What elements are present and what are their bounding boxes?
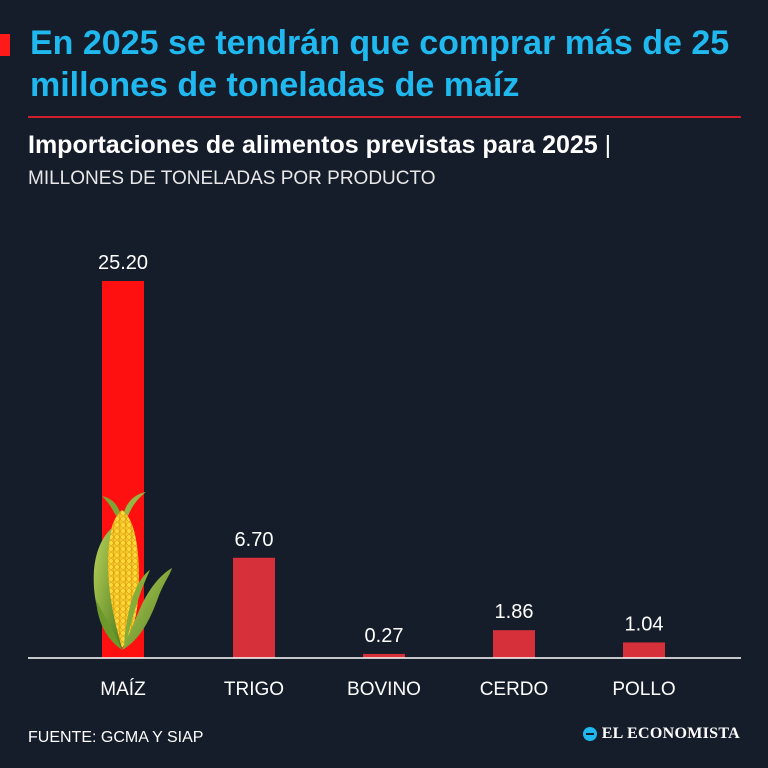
- headline-divider: [28, 116, 741, 118]
- bar-3: [493, 630, 535, 658]
- value-label-0: 25.20: [98, 252, 148, 274]
- chart-subtitle: Importaciones de alimentos previstas par…: [28, 130, 748, 160]
- category-label-1: TRIGO: [224, 679, 284, 700]
- subtitle-separator: |: [604, 131, 612, 159]
- brand-name: EL ECONOMISTA: [601, 725, 740, 742]
- headline: En 2025 se tendrán que comprar más de 25…: [30, 24, 730, 104]
- value-label-3: 1.86: [495, 601, 534, 623]
- units-label: MILLONES DE TONELADAS POR PRODUCTO: [28, 168, 436, 189]
- brand-logo: EL ECONOMISTA: [582, 725, 740, 743]
- bar-4: [623, 642, 665, 658]
- value-label-2: 0.27: [365, 625, 404, 647]
- category-label-4: POLLO: [612, 679, 675, 700]
- headline-accent-bar: [0, 34, 10, 56]
- source-note: FUENTE: GCMA Y SIAP: [28, 729, 204, 746]
- chart-subtitle-text: Importaciones de alimentos previstas par…: [28, 131, 598, 159]
- category-label-0: MAÍZ: [100, 679, 146, 700]
- corn-icon: [93, 492, 172, 650]
- bar-2: [363, 653, 405, 658]
- bar-1: [233, 557, 275, 658]
- category-label-2: BOVINO: [347, 679, 421, 700]
- value-label-1: 6.70: [235, 529, 274, 551]
- value-label-4: 1.04: [625, 613, 664, 635]
- brand-icon: [582, 727, 597, 741]
- category-label-3: CERDO: [480, 679, 549, 700]
